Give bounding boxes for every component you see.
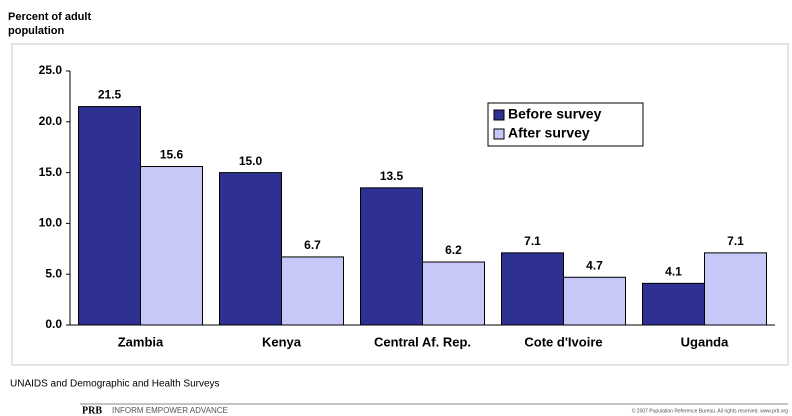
legend-swatch (493, 128, 505, 140)
value-label: 21.5 (98, 88, 122, 102)
y-tick-label: 15.0 (39, 165, 63, 179)
bar (704, 252, 767, 326)
bar (501, 252, 564, 326)
value-label: 7.1 (524, 234, 541, 248)
value-label: 7.1 (727, 234, 744, 248)
y-tick-label: 0.0 (45, 317, 62, 331)
value-label: 4.7 (586, 258, 603, 272)
x-tick-label: Uganda (681, 334, 729, 349)
source: UNAIDS and Demographic and Health Survey… (10, 379, 220, 390)
x-tick-label: Central Af. Rep. (374, 334, 471, 349)
y-tick-label: 25.0 (39, 63, 63, 77)
y-tick-label: 20.0 (39, 114, 63, 128)
legend-swatch (493, 109, 505, 121)
bar (360, 187, 423, 326)
value-label: 13.5 (380, 169, 404, 183)
y-tick-label: 5.0 (45, 266, 62, 280)
legend-label: Before survey (508, 106, 602, 122)
value-label: 15.6 (160, 148, 184, 162)
y-axis-label: population (8, 25, 64, 37)
bar (140, 166, 203, 326)
value-label: 6.2 (445, 243, 462, 257)
x-tick-label: Zambia (118, 334, 164, 349)
bar (422, 261, 485, 326)
legend-box (487, 102, 644, 147)
bar (563, 276, 626, 326)
bar (642, 282, 705, 326)
value-label: 6.7 (304, 238, 321, 252)
legend-label: After survey (508, 125, 590, 141)
y-axis-label: Percent of adult (8, 11, 91, 23)
bar (219, 172, 282, 326)
footer-copyright: © 2007 Population Reference Bureau. All … (632, 407, 788, 414)
plot-frame (11, 43, 789, 366)
footer-tagline: INFORM EMPOWER ADVANCE (112, 406, 228, 415)
footer-logo: PRB (82, 405, 102, 416)
value-label: 4.1 (665, 265, 682, 279)
x-tick-label: Kenya (262, 334, 302, 349)
value-label: 15.0 (239, 154, 263, 168)
y-tick-label: 10.0 (39, 216, 63, 230)
x-tick-label: Cote d'Ivoire (524, 334, 602, 349)
bar (281, 256, 344, 326)
bar (78, 106, 141, 326)
